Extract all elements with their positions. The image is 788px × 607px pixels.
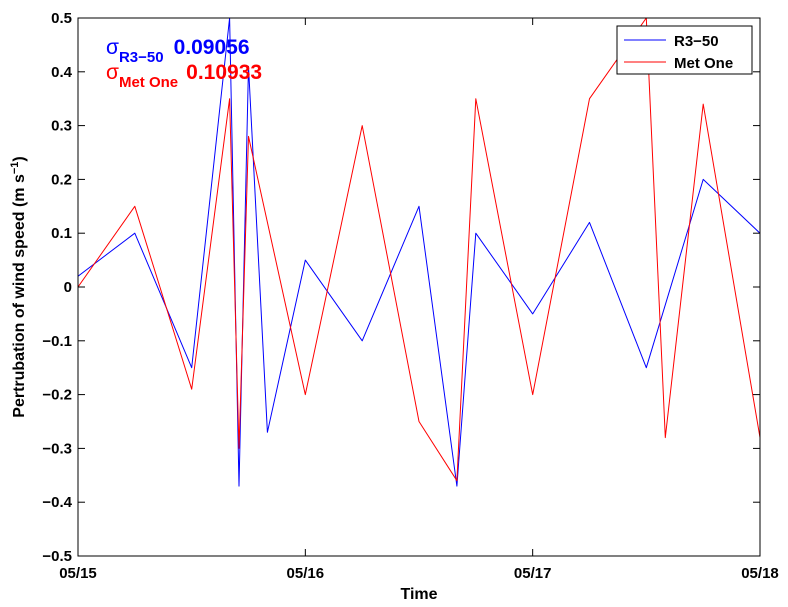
y-tick-label-0-4: 0.4 bbox=[51, 64, 73, 81]
series-line-r3-50 bbox=[78, 18, 760, 487]
legend-box bbox=[616, 25, 753, 75]
tick-layer: −0.5 −0.4 −0.3 −0.2 −0.1 0 0.1 0.2 0.3 0.4 0.5 05/1… bbox=[42, 10, 778, 582]
y-tick-label-minus-0-2: −0.2 bbox=[42, 387, 72, 404]
x-tick-label-05-17: 05/17 bbox=[514, 565, 552, 582]
y-tick-label-minus-0-1: −0.1 bbox=[42, 333, 72, 350]
y-tick-label-0: 0 bbox=[64, 279, 72, 296]
plot-area bbox=[78, 18, 760, 556]
y-tick-label-minus-0-5: −0.5 bbox=[42, 548, 72, 565]
std-annotation-r3-50: σR3−50 0.09056 bbox=[106, 36, 250, 66]
y-tick-label-minus-0-3: −0.3 bbox=[42, 440, 72, 457]
series-line-met-one bbox=[78, 18, 760, 482]
x-axis-label: Time bbox=[400, 586, 437, 603]
legend: R3−50 Met One bbox=[616, 25, 753, 75]
legend-label-r3-50: R3−50 bbox=[674, 33, 719, 50]
y-tick-label-0-5: 0.5 bbox=[51, 10, 72, 27]
series-layer bbox=[78, 18, 760, 487]
y-tick-label-0-3: 0.3 bbox=[51, 118, 72, 135]
y-tick-label-0-2: 0.2 bbox=[51, 171, 72, 188]
std-annotation-met-one: σMet One 0.10933 bbox=[106, 61, 262, 91]
legend-label-met-one: Met One bbox=[674, 55, 733, 72]
y-tick-label-0-1: 0.1 bbox=[51, 225, 72, 242]
x-tick-label-05-18: 05/18 bbox=[741, 565, 779, 582]
y-axis-label: Pertrubation of wind speed (m s−1) bbox=[9, 156, 28, 417]
y-tick-label-minus-0-4: −0.4 bbox=[42, 494, 72, 511]
x-tick-label-05-16: 05/16 bbox=[287, 565, 325, 582]
series-clip-group bbox=[78, 18, 760, 487]
x-tick-label-05-15: 05/15 bbox=[59, 565, 97, 582]
